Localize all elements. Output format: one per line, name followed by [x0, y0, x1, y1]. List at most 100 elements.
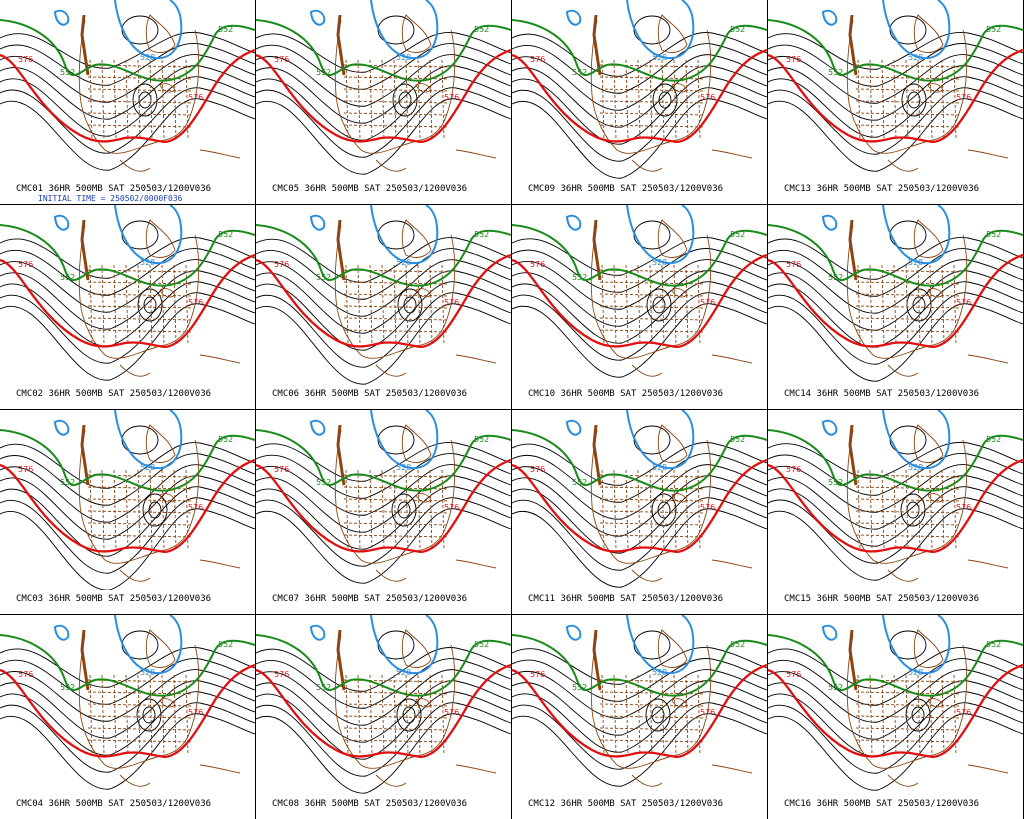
- height-contour-map: 576 576 552 552 528: [768, 0, 1023, 172]
- label-552-east: 552: [986, 435, 1001, 444]
- label-576-east: 576: [444, 93, 459, 102]
- label-576-west: 576: [18, 670, 33, 679]
- blue-528-contour: [53, 205, 183, 265]
- green-552-contour: [768, 634, 1023, 697]
- panel-caption: CMC13 36HR 500MB SAT 250503/1200V036: [784, 184, 980, 194]
- red-576-contour: [768, 253, 1023, 349]
- label-552-east: 552: [730, 640, 745, 649]
- panel-caption: CMC14 36HR 500MB SAT 250503/1200V036: [784, 389, 980, 399]
- panel-caption: CMC06 36HR 500MB SAT 250503/1200V036: [272, 389, 468, 399]
- height-contour-map: 576 576 552 552 528: [256, 410, 511, 584]
- label-552-east: 552: [218, 435, 233, 444]
- label-528: 528: [140, 258, 155, 267]
- black-height-contours: [0, 630, 255, 790]
- label-552-east: 552: [730, 25, 745, 34]
- label-576-east: 576: [956, 503, 971, 512]
- red-576-contour: [0, 48, 255, 144]
- label-552-east: 552: [986, 25, 1001, 34]
- red-576-contour: [512, 253, 767, 349]
- label-576-east: 576: [188, 503, 203, 512]
- label-552-west: 552: [828, 68, 843, 77]
- panel-caption: CMC04 36HR 500MB SAT 250503/1200V036: [16, 799, 212, 809]
- label-528: 528: [908, 668, 923, 677]
- label-552-west: 552: [316, 683, 331, 692]
- black-height-contours: [0, 15, 255, 171]
- panel-caption: CMC15 36HR 500MB SAT 250503/1200V036: [784, 594, 980, 604]
- label-576-east: 576: [956, 298, 971, 307]
- green-552-contour: [0, 634, 255, 697]
- map-panel-cmc15: 576 576 552 552 528 CMC15 36HR 500MB SAT 2505…: [767, 409, 1024, 615]
- blue-528-contour: [53, 410, 183, 470]
- map-panel-cmc06: 576 576 552 552 528 CMC06 36HR 500MB SAT 2505…: [255, 204, 512, 410]
- red-576-contour: [0, 663, 255, 759]
- label-576-east: 576: [700, 708, 715, 717]
- map-panel-cmc07: 576 576 552 552 528 CMC07 36HR 500MB SAT 2505…: [255, 409, 512, 615]
- red-576-contour: [768, 48, 1023, 144]
- black-height-contours: [256, 15, 511, 175]
- height-contour-map: 576 576 552 552 528: [256, 205, 511, 385]
- label-576-east: 576: [700, 93, 715, 102]
- map-panel-cmc04: 576 576 552 552 528 CMC04 36HR 500MB SAT 2505…: [0, 614, 256, 819]
- label-528: 528: [396, 463, 411, 472]
- blue-528-contour: [53, 615, 183, 675]
- black-height-contours: [0, 220, 255, 381]
- panel-caption: CMC05 36HR 500MB SAT 250503/1200V036: [272, 184, 468, 194]
- political-boundaries: [78, 219, 241, 377]
- political-boundaries: [590, 219, 753, 377]
- political-boundaries: [78, 424, 241, 582]
- red-576-contour: [0, 253, 255, 349]
- map-panel-cmc08: 576 576 552 552 528 CMC08 36HR 500MB SAT 2505…: [255, 614, 512, 819]
- label-552-west: 552: [316, 68, 331, 77]
- initial-time-caption: INITIAL TIME = 250502/0000F036: [38, 194, 183, 203]
- label-576-west: 576: [786, 260, 801, 269]
- panel-caption: CMC08 36HR 500MB SAT 250503/1200V036: [272, 799, 468, 809]
- black-height-contours: [256, 425, 511, 584]
- blue-528-contour: [309, 0, 439, 60]
- panel-caption: CMC12 36HR 500MB SAT 250503/1200V036: [528, 799, 724, 809]
- blue-528-contour: [821, 205, 951, 265]
- map-panel-cmc02: 576 576 552 552 528 CMC02 36HR 500MB SAT 2505…: [0, 204, 256, 410]
- political-boundaries: [846, 14, 1009, 172]
- political-boundaries: [334, 424, 497, 582]
- label-552-west: 552: [60, 68, 75, 77]
- blue-528-contour: [821, 615, 951, 675]
- political-boundaries: [334, 629, 497, 787]
- label-576-west: 576: [274, 465, 289, 474]
- label-576-west: 576: [530, 55, 545, 64]
- blue-528-contour: [565, 410, 695, 470]
- label-576-east: 576: [188, 708, 203, 717]
- panel-caption: CMC16 36HR 500MB SAT 250503/1200V036: [784, 799, 980, 809]
- green-552-contour: [768, 19, 1023, 82]
- blue-528-contour: [53, 0, 183, 60]
- label-528: 528: [140, 668, 155, 677]
- red-576-contour: [768, 458, 1023, 554]
- label-528: 528: [396, 258, 411, 267]
- label-552-east: 552: [474, 640, 489, 649]
- label-576-west: 576: [786, 55, 801, 64]
- height-contour-map: 576 576 552 552 528: [0, 615, 255, 790]
- red-576-contour: [0, 458, 255, 554]
- label-576-east: 576: [700, 503, 715, 512]
- height-contour-map: 576 576 552 552 528: [0, 205, 255, 381]
- map-panel-cmc14: 576 576 552 552 528 CMC14 36HR 500MB SAT 2505…: [767, 204, 1024, 410]
- label-552-east: 552: [730, 435, 745, 444]
- panel-caption: CMC10 36HR 500MB SAT 250503/1200V036: [528, 389, 724, 399]
- height-contour-map: 576 576 552 552 528: [0, 410, 255, 590]
- label-576-east: 576: [444, 708, 459, 717]
- label-576-east: 576: [444, 298, 459, 307]
- label-576-west: 576: [530, 670, 545, 679]
- label-552-west: 552: [316, 273, 331, 282]
- label-576-west: 576: [18, 465, 33, 474]
- label-552-west: 552: [316, 478, 331, 487]
- label-576-west: 576: [274, 55, 289, 64]
- red-576-contour: [256, 663, 511, 759]
- label-528: 528: [396, 668, 411, 677]
- label-552-west: 552: [60, 683, 75, 692]
- label-552-west: 552: [60, 273, 75, 282]
- label-552-west: 552: [828, 273, 843, 282]
- label-576-west: 576: [530, 465, 545, 474]
- black-height-contours: [768, 220, 1023, 382]
- label-576-west: 576: [786, 670, 801, 679]
- green-552-contour: [0, 19, 255, 82]
- map-panel-cmc10: 576 576 552 552 528 CMC10 36HR 500MB SAT 2505…: [511, 204, 768, 410]
